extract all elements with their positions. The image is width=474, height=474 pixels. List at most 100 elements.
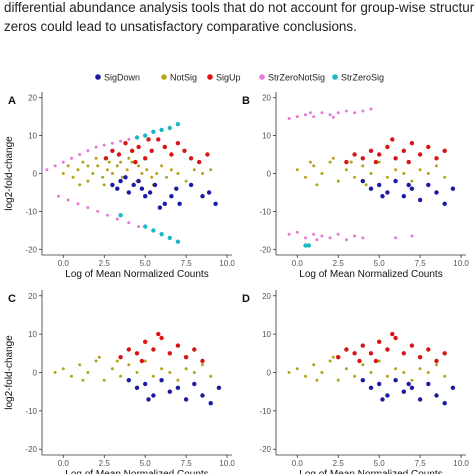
data-point-strzeronotsig [295,115,299,119]
data-point-sigup [197,159,202,165]
panel-label: D [242,293,250,305]
data-point-sigdown [393,378,398,383]
data-point-sigup [336,355,341,360]
y-tick-label: 10 [262,132,271,141]
data-point-notsig [160,367,164,371]
data-point-sigdown [426,381,431,387]
data-point-notsig [127,363,131,367]
data-point-notsig [78,363,82,367]
data-point-notsig [184,367,188,371]
data-point-sigdown [401,194,406,199]
legend-item: StrZeroSig [332,73,384,83]
data-point-notsig [304,175,307,179]
data-point-sigdown [139,186,145,191]
data-point-sigdown [393,178,398,184]
data-point-sigup [393,335,398,341]
data-point-sigup [149,148,154,153]
data-point-sigup [409,343,415,348]
data-point-notsig [377,359,381,363]
data-point-strzeronotsig [66,198,70,202]
data-point-sigup [103,156,109,161]
data-point-strzeronotsig [86,149,90,153]
data-point-sigdown [450,385,456,390]
data-point-sigdown [442,201,447,206]
data-point-notsig [410,378,414,382]
y-tick-label: -10 [25,207,37,216]
data-point-sigdown [385,393,390,398]
data-point-sigup [401,148,406,153]
data-point-sigup [183,355,189,360]
data-point-sigup [139,358,145,364]
data-point-sigup [390,137,395,142]
data-point-sigdown [360,378,365,383]
data-point-sigup [434,156,439,161]
x-tick-label: 10.0 [219,459,235,468]
data-point-notsig [308,160,312,164]
y-tick-label: 10 [28,132,37,141]
data-point-strzerosig [175,122,181,127]
data-point-notsig [86,371,90,374]
data-point-notsig [201,363,204,367]
y-tick-label: -20 [25,445,37,454]
data-point-strzeronotsig [344,238,348,242]
data-point-notsig [53,371,57,374]
data-point-strzeronotsig [320,234,324,238]
data-point-notsig [295,367,299,371]
data-point-sigup [373,159,379,165]
data-point-sigup [192,347,197,352]
panel-label: B [242,95,250,107]
data-point-notsig [81,378,85,382]
data-point-strzeronotsig [304,236,307,240]
data-point-sigup [442,148,447,153]
data-point-notsig [328,359,332,363]
data-point-strzerosig [143,224,148,229]
data-point-notsig [160,164,164,168]
data-point-notsig [107,160,111,164]
x-tick-label: 10.0 [219,259,235,268]
x-tick-label: 7.5 [415,459,427,468]
data-point-notsig [184,179,188,183]
legend-swatch [161,74,167,80]
data-point-sigdown [426,182,431,188]
data-point-sigdown [143,381,148,387]
data-point-sigup [129,148,135,153]
data-point-notsig [110,367,114,371]
data-point-strzerosig [118,213,123,218]
data-point-strzeronotsig [94,145,98,149]
data-point-sigdown [152,182,158,188]
data-point-strzerosig [159,127,164,133]
x-axis-title: Log of Mean Normalized Counts [299,269,442,280]
scatter-panel-d: D -20 -10 0 10 20 0.0 2.5 5.0 7.5 10.0 Log of Mean … [242,290,469,474]
data-point-sigup [159,335,164,341]
legend-swatch [95,74,101,80]
data-point-strzeronotsig [110,141,114,145]
data-point-notsig [176,378,180,382]
data-point-sigup [434,358,439,364]
data-point-notsig [304,374,307,378]
data-point-notsig [115,359,119,363]
y-tick-label: 0 [267,170,272,179]
legend-item: SigDown [95,73,140,83]
data-point-strzeronotsig [56,194,60,198]
data-point-notsig [295,168,299,172]
data-point-sigup [200,358,205,364]
data-point-notsig [201,172,204,175]
data-point-notsig [76,168,80,172]
data-point-sigdown [134,385,140,390]
data-point-sigup [162,144,167,150]
legend-swatch [259,74,265,80]
data-point-strzeronotsig [96,209,100,213]
panel-label: C [8,293,16,305]
data-point-strzeronotsig [410,234,414,238]
data-point-notsig [331,156,335,160]
data-point-notsig [361,363,365,367]
data-point-strzeronotsig [86,206,90,210]
data-point-sigdown [126,378,131,383]
scatter-panel-c: C -20 -10 0 10 20 0.0 2.5 5.0 7.5 10.0 Log of Mean … [4,290,235,474]
data-point-notsig [320,172,324,175]
x-tick-label: 7.5 [181,459,193,468]
data-point-strzeronotsig [328,236,332,240]
data-point-notsig [364,183,368,187]
legend-swatch [207,74,213,80]
y-tick-label: 10 [262,330,271,339]
